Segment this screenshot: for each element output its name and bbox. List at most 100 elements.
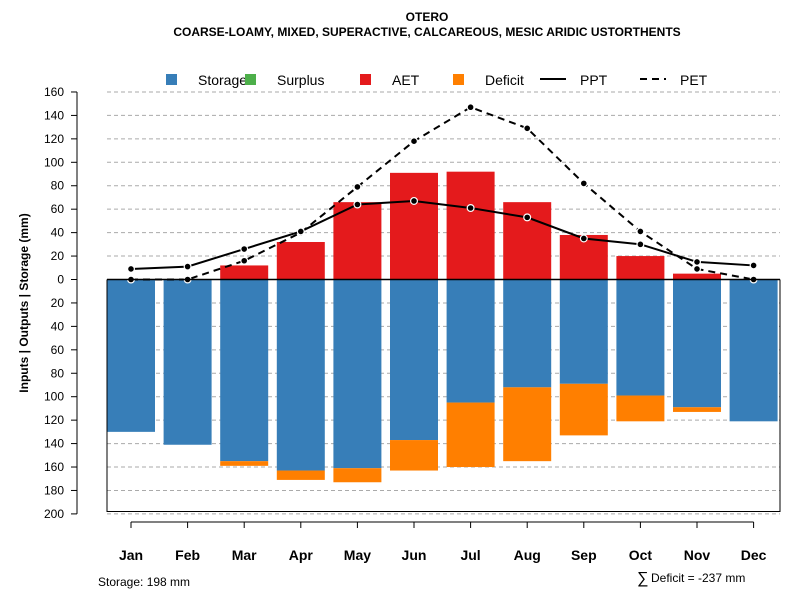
ppt-point: [636, 240, 645, 249]
deficit-note: Deficit = -237 mm: [651, 571, 745, 585]
y-tick-label: 0: [57, 273, 64, 287]
x-tick-label-apr: Apr: [289, 547, 314, 563]
x-tick-label-sep: Sep: [571, 547, 597, 563]
gridlines: [107, 91, 780, 515]
bar-aet: [333, 202, 382, 280]
storage-note: Storage: 198 mm: [98, 575, 190, 589]
pet-point: [410, 137, 419, 146]
bar-storage: [333, 279, 382, 469]
bar-deficit: [559, 383, 608, 436]
x-tick-label-aug: Aug: [514, 547, 541, 563]
ppt-point: [410, 196, 419, 205]
bar-storage: [390, 279, 438, 441]
storage-capacity-frame: [106, 279, 781, 513]
bar-storage: [107, 279, 155, 432]
ppt-point: [692, 257, 701, 266]
x-tick-label-mar: Mar: [232, 547, 257, 563]
y-tick-label: 60: [51, 343, 65, 357]
bar-storage: [673, 279, 721, 408]
y-tick-label: 140: [44, 437, 64, 451]
bar-aet: [220, 265, 269, 280]
y-tick-label: 120: [44, 413, 64, 427]
ppt-line: [130, 199, 754, 270]
bar-storage: [220, 279, 269, 462]
bar-storage: [276, 279, 325, 471]
bar-deficit: [333, 468, 382, 483]
y-tick-label: 100: [44, 390, 64, 404]
y-tick-label: 140: [44, 108, 64, 122]
ppt-point: [183, 262, 192, 271]
legend-swatch-surplus: [245, 74, 256, 85]
y-tick-label: 160: [44, 460, 64, 474]
x-tick-label-jun: Jun: [402, 547, 427, 563]
y-tick-label: 180: [44, 483, 64, 497]
ppt-point: [523, 213, 532, 222]
y-tick-label: 100: [44, 155, 64, 169]
y-tick-label: 80: [51, 179, 65, 193]
ppt-point: [749, 261, 758, 270]
bar-deficit: [276, 470, 325, 480]
series-lines: [126, 103, 758, 284]
legend-label-surplus: Surplus: [277, 72, 324, 88]
bar-storage: [729, 279, 778, 422]
legend-label-storage: Storage: [198, 72, 247, 88]
legend-label-pet: PET: [680, 72, 708, 88]
y-tick-label: 120: [44, 132, 64, 146]
legend-swatch-aet: [360, 74, 371, 85]
axes: 1601401201008060402002040608010012014016…: [44, 85, 781, 563]
bar-aet: [616, 256, 665, 280]
bar-aet: [390, 172, 438, 280]
bar-deficit: [616, 395, 665, 422]
legend-label-deficit: Deficit: [485, 72, 524, 88]
x-tick-label-oct: Oct: [629, 547, 653, 563]
legend-label-ppt: PPT: [580, 72, 608, 88]
bar-deficit: [220, 461, 269, 466]
x-tick-label-feb: Feb: [175, 547, 200, 563]
ppt-point: [579, 234, 588, 243]
sum-icon: ∑: [637, 570, 648, 587]
pet-point: [579, 179, 588, 188]
pet-point: [240, 256, 249, 265]
x-tick-label-may: May: [344, 547, 371, 563]
pet-point: [466, 103, 475, 112]
pet-line: [131, 106, 754, 281]
y-tick-label: 160: [44, 85, 64, 99]
pet-point: [353, 182, 362, 191]
y-tick-label: 200: [44, 507, 64, 521]
bar-storage: [559, 279, 608, 384]
bar-storage: [446, 279, 495, 403]
legend: Storage Surplus AET Deficit PPT PET: [166, 72, 708, 88]
bar-aet: [276, 241, 325, 280]
bar-deficit: [503, 387, 552, 462]
ppt-point: [466, 204, 475, 213]
y-tick-label: 20: [51, 249, 65, 263]
bar-storage: [503, 279, 552, 388]
x-tick-label-jan: Jan: [119, 547, 143, 563]
x-tick-label-jul: Jul: [460, 547, 480, 563]
y-tick-label: 40: [51, 226, 65, 240]
x-tick-label-dec: Dec: [741, 547, 767, 563]
bars: [107, 171, 778, 483]
bar-storage: [616, 279, 665, 396]
ppt-point: [296, 227, 305, 236]
bar-storage: [163, 279, 212, 445]
pet-point: [636, 227, 645, 236]
legend-label-aet: AET: [392, 72, 420, 88]
pet-point: [523, 124, 532, 133]
y-tick-label: 20: [51, 296, 65, 310]
y-axis-label: Inputs | Outputs | Storage (mm): [17, 213, 31, 392]
ppt-point: [126, 264, 135, 273]
legend-swatch-storage: [166, 74, 177, 85]
pet-point: [692, 264, 701, 273]
x-tick-label-nov: Nov: [684, 547, 711, 563]
ppt-point: [353, 200, 362, 209]
ppt-point: [240, 245, 249, 254]
chart-title: OTERO: [406, 10, 449, 24]
legend-swatch-deficit: [453, 74, 464, 85]
y-tick-label: 40: [51, 319, 65, 333]
bar-aet: [673, 273, 721, 280]
bar-deficit: [673, 407, 721, 412]
y-tick-label: 80: [51, 366, 65, 380]
bar-deficit: [446, 402, 495, 468]
